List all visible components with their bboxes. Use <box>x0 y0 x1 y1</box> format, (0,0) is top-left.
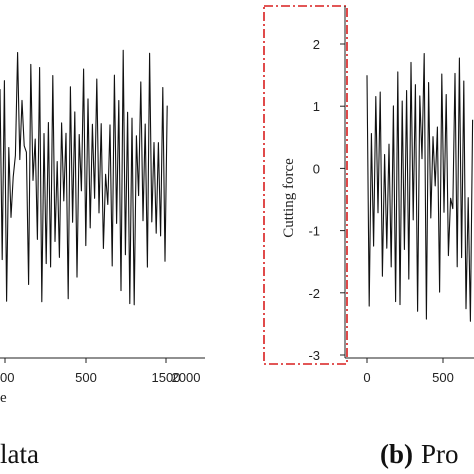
panel-a-x-tick-label-partial: 00 <box>0 370 14 385</box>
panel-a-signal-line <box>0 49 168 306</box>
panel-b-y-tick-label: -3 <box>308 348 320 363</box>
panel-b-caption-label: (b) <box>380 439 413 469</box>
panel-a-x-axis-title-partial: e <box>0 390 7 406</box>
panel-a-caption: lata <box>0 439 39 469</box>
panel-b-signal-line <box>366 52 474 322</box>
panel-b-y-tick-label: 0 <box>313 161 320 176</box>
panel-a-x-tick-label: 500 <box>75 370 97 385</box>
panel-b-y-tick-label: -2 <box>308 286 320 301</box>
panel-a-x-tick-label: 2000 <box>172 370 201 385</box>
panel-b: 2 1 0 -1 -2 -3 Cutting force 0 500 (b) Pro <box>263 5 474 469</box>
panel-b-x-ticks: 0 500 <box>363 358 454 385</box>
y-axis-highlight-box <box>263 5 348 365</box>
panel-b-x-tick-label: 500 <box>432 370 454 385</box>
panel-a: 00 500 1500 2000 e lata <box>0 49 205 469</box>
panel-b-x-tick-label: 0 <box>363 370 370 385</box>
panel-b-y-tick-label: 2 <box>313 37 320 52</box>
panel-b-y-tick-label: 1 <box>313 99 320 114</box>
panel-b-caption-text: Pro <box>421 439 459 469</box>
panel-b-y-tick-label: -1 <box>308 224 320 239</box>
panel-b-caption: (b) Pro <box>380 439 459 469</box>
panel-b-y-ticks: 2 1 0 -1 -2 -3 <box>308 37 345 363</box>
panel-a-x-tick-label: 1500 <box>152 370 181 385</box>
panel-b-y-axis-title: Cutting force <box>281 158 297 238</box>
